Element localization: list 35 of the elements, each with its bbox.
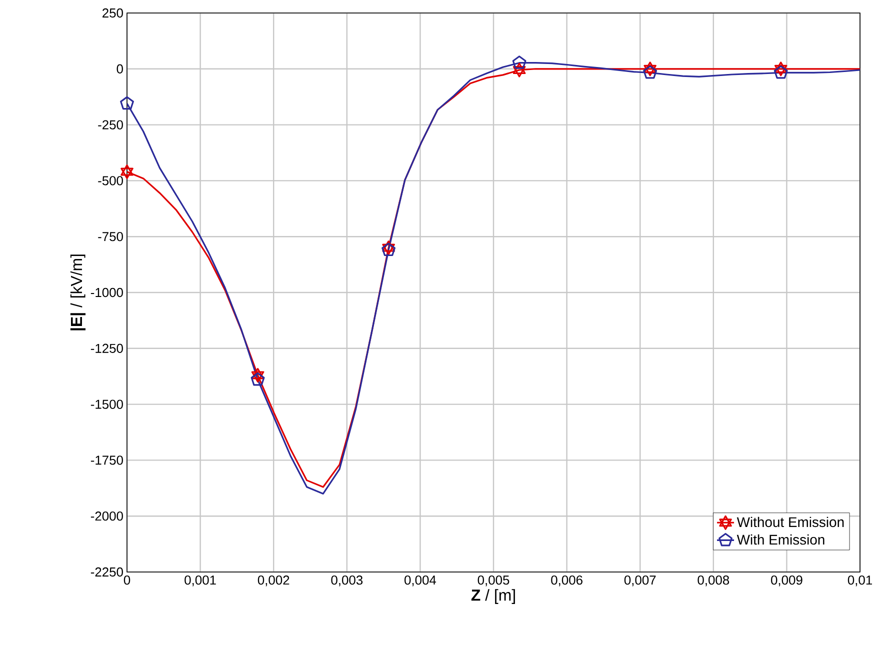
point bbox=[250, 372, 265, 386]
x-tick-label: 0 bbox=[124, 576, 130, 585]
x-tick-label: 0,01 bbox=[848, 576, 872, 586]
y-tick-label: -2250 bbox=[90, 567, 123, 577]
point bbox=[643, 65, 658, 79]
y-tick-label: -750 bbox=[98, 232, 123, 242]
legend-label: With Emission bbox=[736, 534, 824, 545]
y-tick-label: -250 bbox=[98, 120, 123, 130]
y-axis-title: |E| / [kV/m] bbox=[70, 254, 86, 330]
x-tick-label: 0,005 bbox=[478, 576, 510, 586]
y-tick-label: -500 bbox=[98, 176, 123, 186]
x-tick-label: 0,007 bbox=[624, 576, 656, 586]
y-tick-label: 0 bbox=[116, 64, 123, 74]
point bbox=[120, 96, 134, 110]
point bbox=[251, 368, 264, 383]
x-tick-label: 0,003 bbox=[331, 576, 363, 586]
x-tick-label: 0,004 bbox=[404, 576, 436, 586]
x-tick-label: 0,008 bbox=[698, 576, 730, 586]
y-tick-label: -2000 bbox=[90, 512, 123, 521]
x-tick-label: 0,002 bbox=[258, 576, 290, 586]
point bbox=[512, 62, 526, 78]
x-axis-title: Z / [m] bbox=[471, 589, 515, 604]
y-tick-label: -1000 bbox=[90, 288, 123, 298]
y-tick-label: -1500 bbox=[90, 400, 123, 409]
y-tick-label: 250 bbox=[102, 8, 123, 18]
x-tick-label: 0,009 bbox=[771, 576, 802, 586]
point bbox=[774, 65, 788, 79]
legend-label: Without Emission bbox=[736, 516, 844, 528]
x-tick-label: 0,006 bbox=[551, 576, 582, 586]
y-tick-label: -1250 bbox=[90, 344, 123, 353]
x-tick-label: 0,001 bbox=[184, 576, 216, 586]
point bbox=[644, 62, 656, 76]
point bbox=[512, 56, 526, 69]
y-tick-label: -1750 bbox=[90, 456, 123, 465]
point bbox=[774, 62, 788, 76]
